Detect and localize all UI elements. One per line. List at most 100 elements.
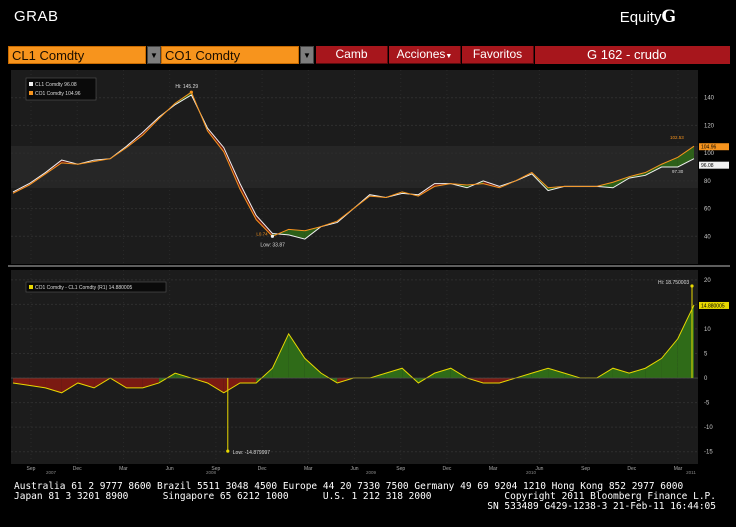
window-title: GRAB	[14, 8, 59, 25]
bottom-y-tick-label: -10	[704, 425, 713, 431]
security1-dropdown-icon[interactable]: ▼	[147, 46, 161, 64]
brand-label: EquityG	[619, 7, 676, 27]
footer-contacts-1: Australia 61 2 9777 8600 Brazil 5511 304…	[14, 481, 684, 492]
chevron-down-icon: ▼	[445, 53, 453, 60]
spread-area-segment	[240, 378, 257, 383]
x-year-label: 2010	[526, 470, 537, 474]
spread-area-segment	[207, 378, 224, 393]
top-low-label: Low: 33.87	[260, 242, 285, 248]
cl1-legend-label: CL1 Comdty 96.08	[35, 82, 77, 88]
spread-last-label: 14.880005	[701, 303, 725, 309]
bottom-y-tick-label: 5	[704, 351, 708, 357]
co1-legend-label: CO1 Comdty 104.96	[35, 91, 81, 97]
spread-area-segment	[548, 368, 565, 379]
bottom-low-label: Low: -14.879997	[233, 450, 270, 456]
spread-area-segment	[126, 378, 143, 388]
x-year-label: 2009	[366, 470, 377, 474]
cl1-last-price-tag	[699, 161, 729, 169]
title-bar: GRAB EquityG	[0, 0, 736, 40]
co1-legend-swatch	[29, 91, 33, 95]
spread-area-segment	[61, 378, 78, 393]
spread-last-tag	[699, 301, 729, 309]
top-legend-box	[25, 77, 97, 101]
spread-area-segment	[629, 368, 646, 379]
top-y-tick-label: 120	[704, 123, 715, 129]
security2-dropdown-icon[interactable]: ▼	[300, 46, 314, 64]
top-hi-marker	[189, 90, 193, 94]
x-month-label: Mar	[489, 466, 498, 472]
command-toolbar: CL1 Comdty ▼ CO1 Comdty ▼ Camb Acciones▼…	[8, 46, 730, 64]
co1-series-line	[12, 91, 695, 237]
spread-area-segment	[645, 358, 662, 379]
top-y-tick-label: 140	[704, 96, 715, 102]
actions-button[interactable]: Acciones▼	[389, 46, 461, 64]
spread-area-segment	[272, 333, 289, 379]
spread-area-segment	[483, 378, 500, 383]
cl1-legend-swatch	[29, 82, 33, 86]
top-hi-label: Hi: 145.29	[175, 84, 198, 90]
x-month-label: Mar	[674, 466, 683, 472]
spread-area-segment	[434, 368, 451, 379]
x-month-label: Dec	[258, 466, 267, 472]
x-month-label: Dec	[627, 466, 636, 472]
bottom-y-tick-label: 20	[704, 278, 711, 284]
bottom-y-tick-label: 0	[704, 376, 708, 382]
spread-area-segment	[612, 368, 630, 379]
x-month-label: Mar	[119, 466, 128, 472]
spread-fill-segment	[677, 146, 694, 167]
bottom-hi-marker	[690, 284, 694, 288]
spread-area-segment	[304, 358, 322, 379]
spread-area-segment	[142, 378, 159, 388]
currency-button[interactable]: Camb	[316, 46, 388, 64]
top-y-tick-label: 40	[704, 234, 711, 240]
x-month-label: Mar	[304, 466, 313, 472]
x-month-label: Sep	[396, 466, 405, 472]
co1-last-price-tag	[699, 143, 729, 151]
spread-area-segment	[29, 378, 46, 388]
top-y-tick-label: 80	[704, 179, 711, 185]
top-lower-value-label: 97.30	[672, 169, 684, 174]
bottom-y-tick-label: -5	[704, 401, 710, 407]
x-month-label: Jun	[535, 466, 543, 472]
bottom-legend-box	[25, 281, 167, 293]
footer: Australia 61 2 9777 8600 Brazil 5511 304…	[0, 480, 736, 527]
spread-area-segment	[77, 378, 95, 388]
favorites-button[interactable]: Favoritos	[462, 46, 534, 64]
price-chart[interactable]: 406080100120140-15-10-505101520SepDecMar…	[8, 66, 730, 474]
x-month-label: Sep	[27, 466, 36, 472]
footer-copyright: Copyright 2011 Bloomberg Finance L.P.	[504, 491, 716, 502]
footer-contacts-2: Japan 81 3 3201 8900 Singapore 65 6212 1…	[14, 491, 432, 502]
spread-legend-swatch	[29, 285, 33, 289]
top-upper-value-label: 102.53	[670, 135, 684, 140]
x-month-label: Dec	[442, 466, 451, 472]
bottom-low-marker	[226, 449, 230, 453]
co1-last-price-label: 104.96	[701, 145, 717, 151]
spread-area-segment	[256, 368, 273, 383]
spread-area-segment	[677, 304, 694, 379]
footer-session: SN 533489 G429-1238-3 21-Feb-11 16:44:05	[487, 501, 716, 512]
x-month-label: Sep	[581, 466, 590, 472]
spread-fill-segment	[645, 164, 662, 176]
bottom-y-tick-label: 10	[704, 327, 711, 333]
x-month-label: Sep	[211, 466, 220, 472]
cl1-last-price-label: 96.08	[701, 163, 714, 169]
security2-field[interactable]: CO1 Comdty	[161, 46, 299, 64]
spread-fill-segment	[661, 157, 678, 167]
spread-area-segment	[288, 333, 305, 379]
spread-fill-segment	[288, 229, 305, 240]
spread-area-segment	[661, 338, 678, 379]
spread-legend-label: CO1 Comdty - CL1 Comdty (R1) 14.880005	[35, 285, 132, 291]
x-month-label: Jun	[166, 466, 174, 472]
spread-area-segment	[385, 368, 403, 379]
spread-area-segment	[531, 368, 549, 379]
top-low-marker	[270, 234, 275, 238]
x-month-label: Dec	[73, 466, 82, 472]
x-year-label: 2007	[46, 470, 57, 474]
x-month-label: Jun	[350, 466, 358, 472]
chart-area[interactable]: 406080100120140-15-10-505101520SepDecMar…	[8, 66, 730, 474]
bottom-y-tick-label: -15	[704, 450, 713, 456]
top-y-tick-label: 100	[704, 151, 715, 157]
security1-field[interactable]: CL1 Comdty	[8, 46, 146, 64]
x-year-label: 2008	[206, 470, 217, 474]
top-low-left-label: L0.74	[256, 231, 268, 236]
